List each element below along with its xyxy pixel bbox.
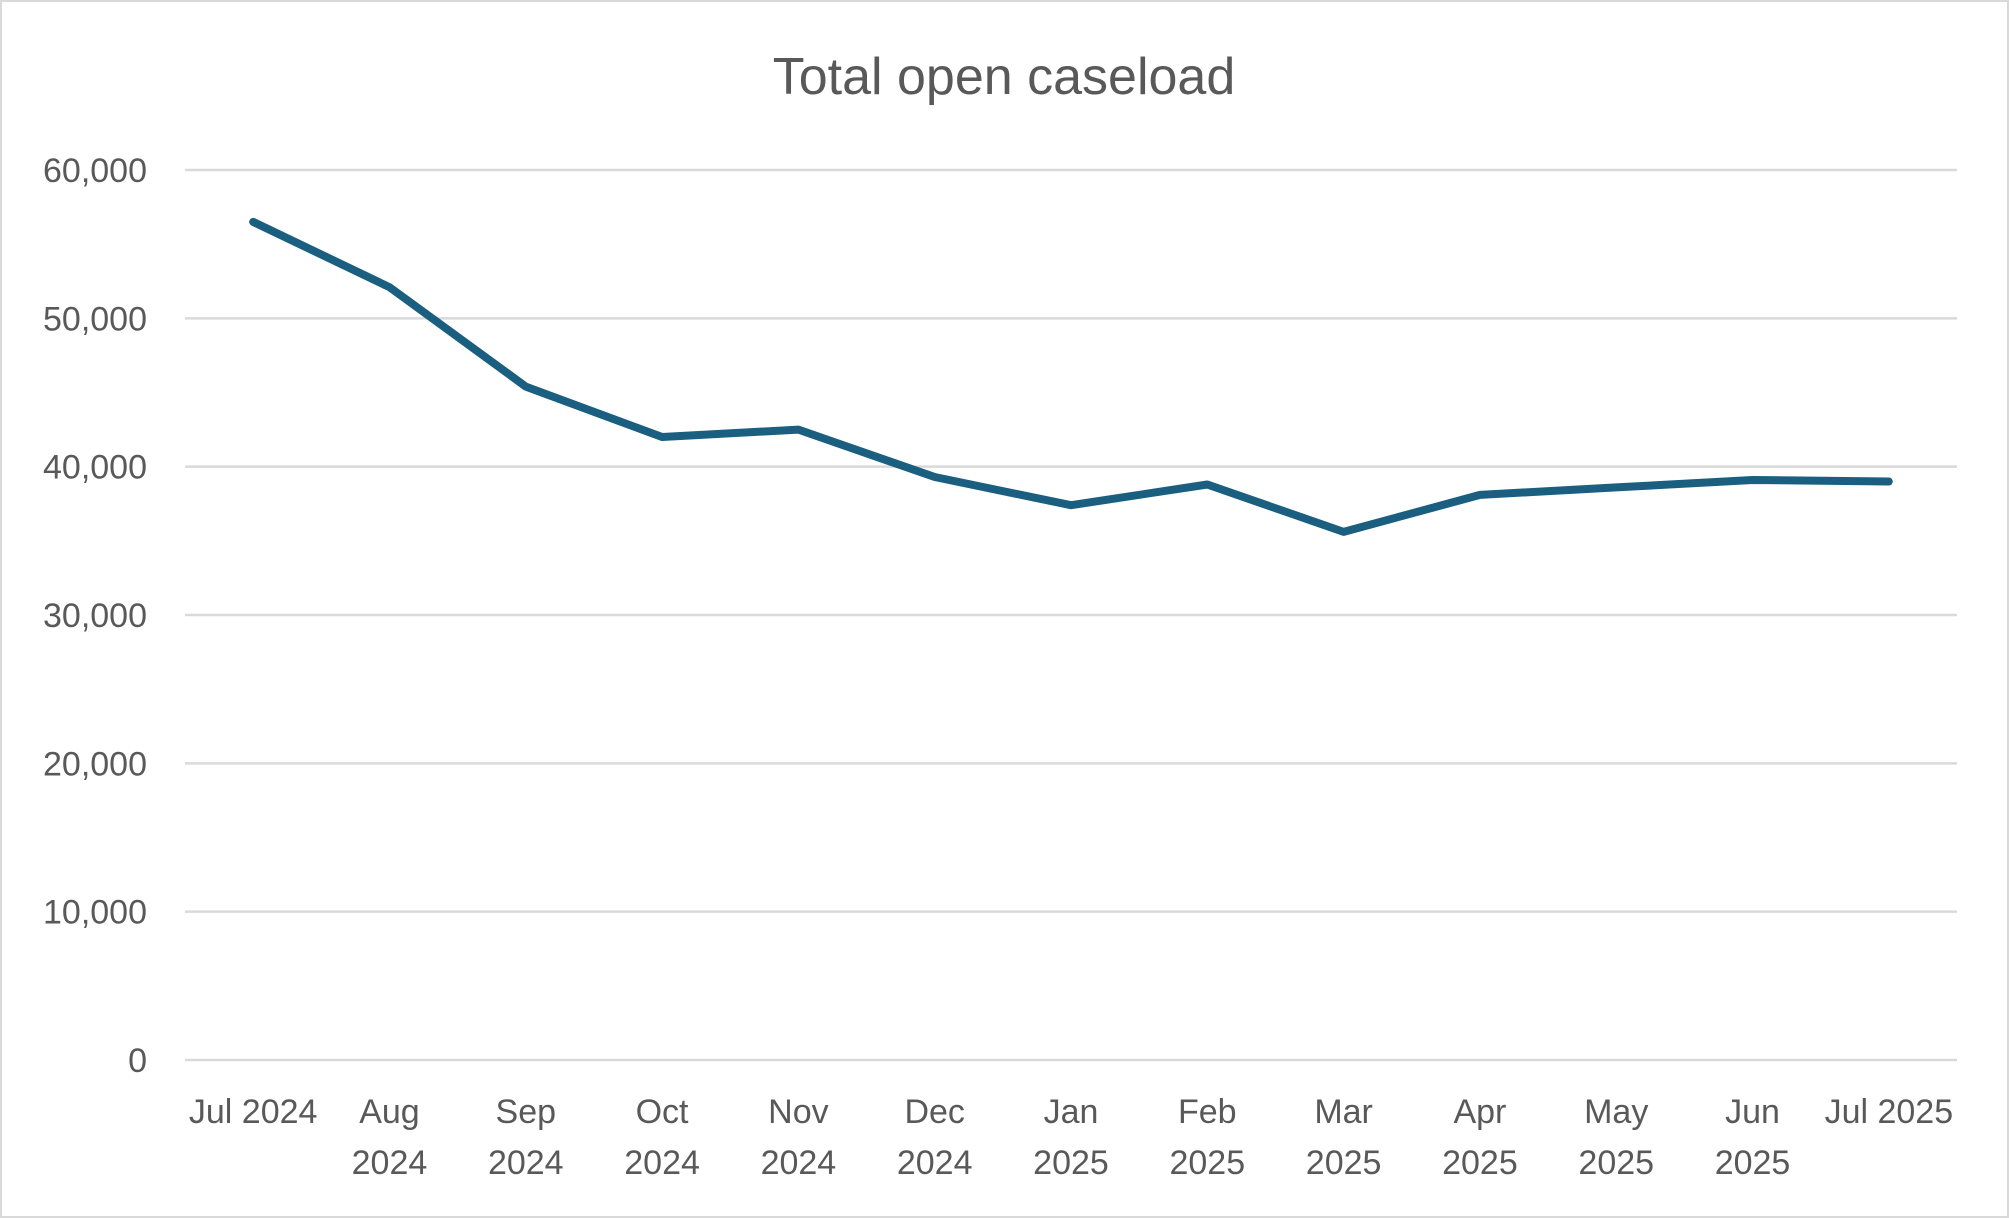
- x-tick-label: May 2025: [1578, 1093, 1654, 1182]
- y-tick-label: 10,000: [43, 894, 147, 932]
- y-tick-label: 40,000: [43, 449, 147, 487]
- x-tick-label: Jul 2024: [189, 1093, 318, 1131]
- y-tick-label: 0: [128, 1042, 147, 1080]
- y-tick-label: 20,000: [43, 745, 147, 783]
- y-tick-label: 60,000: [43, 152, 147, 190]
- x-tick-label: Aug 2024: [352, 1093, 428, 1182]
- x-tick-label: Mar 2025: [1306, 1093, 1382, 1182]
- y-tick-label: 30,000: [43, 597, 147, 635]
- x-tick-label: Oct 2024: [624, 1093, 700, 1182]
- x-tick-label: Jul 2025: [1825, 1093, 1954, 1131]
- x-tick-label: Dec 2024: [897, 1093, 973, 1182]
- y-tick-label: 50,000: [43, 300, 147, 338]
- chart-title: Total open caseload: [773, 48, 1236, 106]
- x-tick-label: Nov 2024: [761, 1093, 837, 1182]
- x-tick-label: Jun 2025: [1715, 1093, 1791, 1182]
- x-tick-label: Feb 2025: [1169, 1093, 1245, 1182]
- series-line: [249, 217, 1893, 536]
- x-tick-label: Jan 2025: [1033, 1093, 1109, 1182]
- x-tick-label: Sep 2024: [488, 1093, 564, 1182]
- x-tick-label: Apr 2025: [1442, 1093, 1518, 1182]
